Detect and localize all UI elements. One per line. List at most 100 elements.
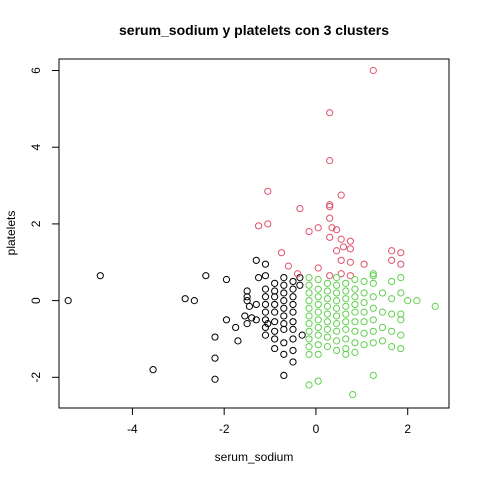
data-point-cluster-2 xyxy=(337,256,345,264)
x-axis-label: serum_sodium xyxy=(215,450,294,464)
data-point-cluster-1 xyxy=(96,272,104,280)
data-point-cluster-3 xyxy=(431,302,439,310)
data-point-cluster-2 xyxy=(337,270,345,278)
data-point-cluster-2 xyxy=(264,187,272,195)
data-point-cluster-3 xyxy=(388,277,396,286)
data-point-cluster-1 xyxy=(261,308,270,316)
data-point-cluster-1 xyxy=(289,300,297,309)
data-point-cluster-3 xyxy=(369,339,377,347)
data-point-cluster-1 xyxy=(271,318,279,326)
data-point-cluster-3 xyxy=(314,300,322,309)
x-tick-label: 2 xyxy=(404,422,411,436)
data-point-cluster-3 xyxy=(314,285,322,293)
data-point-cluster-1 xyxy=(254,274,263,282)
data-point-cluster-3 xyxy=(342,302,350,310)
data-point-cluster-3 xyxy=(323,295,332,303)
data-point-cluster-3 xyxy=(323,279,332,287)
plot-frame xyxy=(58,58,450,409)
data-point-cluster-3 xyxy=(342,350,350,358)
data-point-cluster-3 xyxy=(369,304,377,312)
data-point-cluster-1 xyxy=(248,314,256,322)
data-point-cluster-1 xyxy=(149,366,157,374)
data-point-cluster-1 xyxy=(271,279,279,287)
x-axis: -4 -2 0 2 xyxy=(127,408,411,436)
data-point-cluster-3 xyxy=(369,293,377,301)
data-point-cluster-3 xyxy=(378,289,387,297)
data-point-cluster-3 xyxy=(332,281,341,289)
data-point-cluster-1 xyxy=(296,281,304,289)
data-point-cluster-2 xyxy=(284,262,293,270)
data-point-cluster-3 xyxy=(360,341,368,349)
data-point-cluster-3 xyxy=(351,293,359,301)
data-point-cluster-3 xyxy=(388,327,396,335)
data-point-cluster-1 xyxy=(190,297,198,305)
data-point-cluster-2 xyxy=(326,233,334,241)
data-point-cluster-1 xyxy=(243,320,251,328)
x-tick-label: 0 xyxy=(313,422,320,436)
data-point-cluster-3 xyxy=(378,337,387,345)
data-point-cluster-2 xyxy=(293,270,302,278)
data-point-cluster-2 xyxy=(305,227,313,236)
x-tick-label: -4 xyxy=(127,422,138,436)
data-point-cluster-2 xyxy=(314,264,322,272)
data-point-cluster-2 xyxy=(326,109,334,117)
data-point-cluster-1 xyxy=(271,344,279,353)
data-point-cluster-3 xyxy=(305,335,313,343)
data-point-cluster-2 xyxy=(337,191,345,199)
data-point-cluster-3 xyxy=(351,285,359,293)
data-point-cluster-2 xyxy=(397,249,405,257)
data-point-cluster-3 xyxy=(305,312,313,320)
data-point-cluster-1 xyxy=(264,320,272,328)
data-point-cluster-2 xyxy=(360,260,368,268)
data-point-cluster-2 xyxy=(397,260,405,268)
data-point-cluster-3 xyxy=(351,348,359,356)
data-point-cluster-3 xyxy=(305,289,313,297)
data-point-cluster-1 xyxy=(280,339,288,347)
data-point-cluster-3 xyxy=(314,341,322,349)
data-point-cluster-1 xyxy=(261,331,270,339)
data-point-cluster-3 xyxy=(378,323,387,332)
data-point-cluster-2 xyxy=(332,247,341,255)
data-point-cluster-1 xyxy=(64,297,72,305)
data-point-cluster-3 xyxy=(360,298,368,307)
data-point-cluster-1 xyxy=(289,293,297,301)
data-point-cluster-3 xyxy=(323,333,332,341)
data-point-cluster-1 xyxy=(232,323,240,332)
data-point-cluster-3 xyxy=(351,339,359,347)
data-point-cluster-2 xyxy=(277,249,286,257)
data-point-cluster-1 xyxy=(222,275,231,284)
data-point-cluster-2 xyxy=(326,203,334,211)
data-point-cluster-3 xyxy=(360,277,368,286)
data-point-cluster-3 xyxy=(351,308,359,316)
data-point-cluster-3 xyxy=(332,312,341,320)
data-point-cluster-3 xyxy=(351,318,359,326)
data-point-cluster-1 xyxy=(280,325,288,333)
data-point-cluster-3 xyxy=(305,350,313,358)
data-point-cluster-3 xyxy=(314,308,322,316)
data-point-cluster-1 xyxy=(222,316,231,324)
data-point-cluster-3 xyxy=(413,297,421,305)
data-point-cluster-1 xyxy=(261,272,270,280)
data-point-cluster-3 xyxy=(305,320,313,328)
data-point-cluster-3 xyxy=(305,281,313,289)
data-point-cluster-3 xyxy=(369,371,377,380)
data-point-cluster-3 xyxy=(332,337,341,345)
data-point-cluster-1 xyxy=(298,331,306,339)
data-point-cluster-3 xyxy=(342,295,350,303)
data-point-cluster-1 xyxy=(280,289,288,297)
data-point-cluster-1 xyxy=(280,312,288,320)
data-point-cluster-3 xyxy=(305,327,313,335)
data-point-cluster-3 xyxy=(369,327,377,335)
data-point-cluster-2 xyxy=(326,201,334,209)
data-point-cluster-3 xyxy=(314,275,322,284)
data-point-cluster-1 xyxy=(261,260,270,268)
data-point-cluster-3 xyxy=(369,272,377,280)
data-point-cluster-1 xyxy=(211,333,219,341)
data-point-cluster-1 xyxy=(271,293,279,301)
y-tick-label: 2 xyxy=(29,220,43,227)
data-point-cluster-2 xyxy=(346,272,354,280)
data-point-cluster-3 xyxy=(332,346,341,355)
data-point-cluster-1 xyxy=(280,274,288,282)
data-point-cluster-2 xyxy=(326,272,334,280)
